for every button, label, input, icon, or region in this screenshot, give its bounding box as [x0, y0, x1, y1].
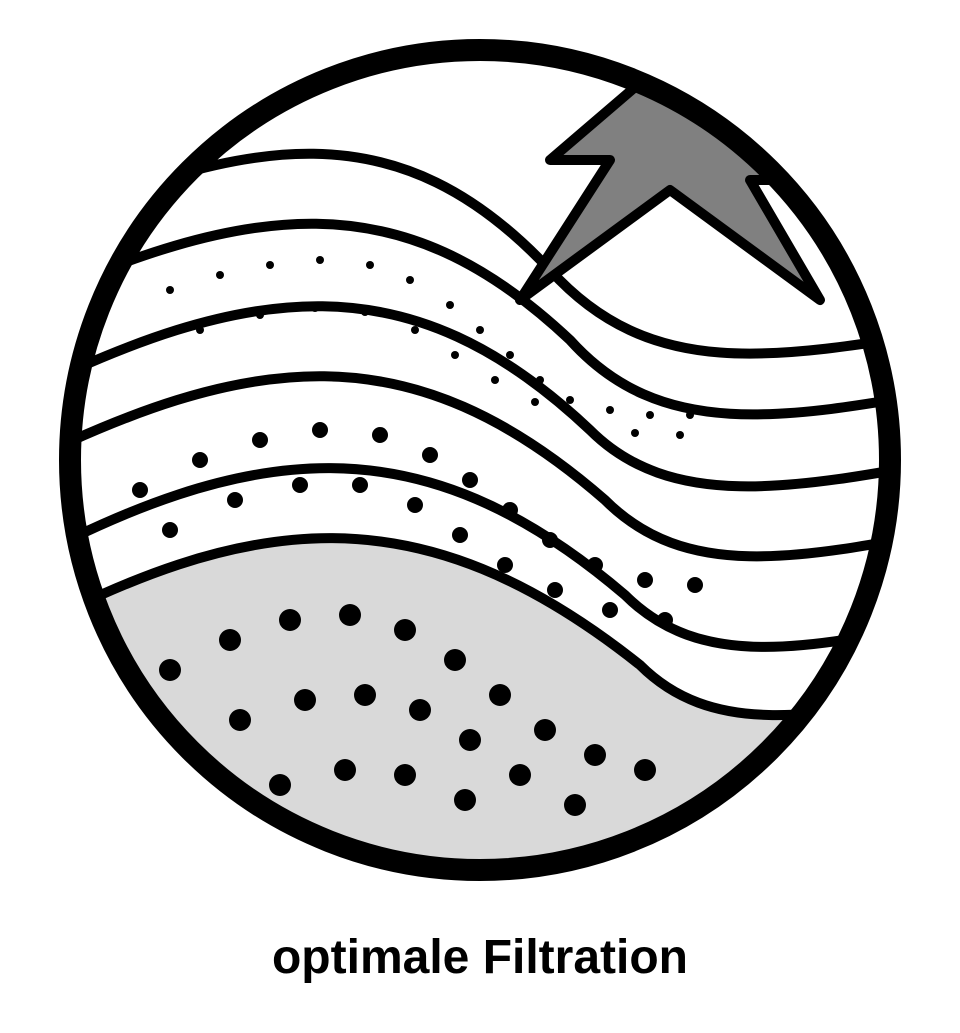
caption-text: optimale Filtration [0, 930, 960, 985]
filtration-svg [50, 30, 910, 890]
diagram-container: optimale Filtration [0, 0, 960, 1033]
filtration-diagram [50, 30, 910, 890]
